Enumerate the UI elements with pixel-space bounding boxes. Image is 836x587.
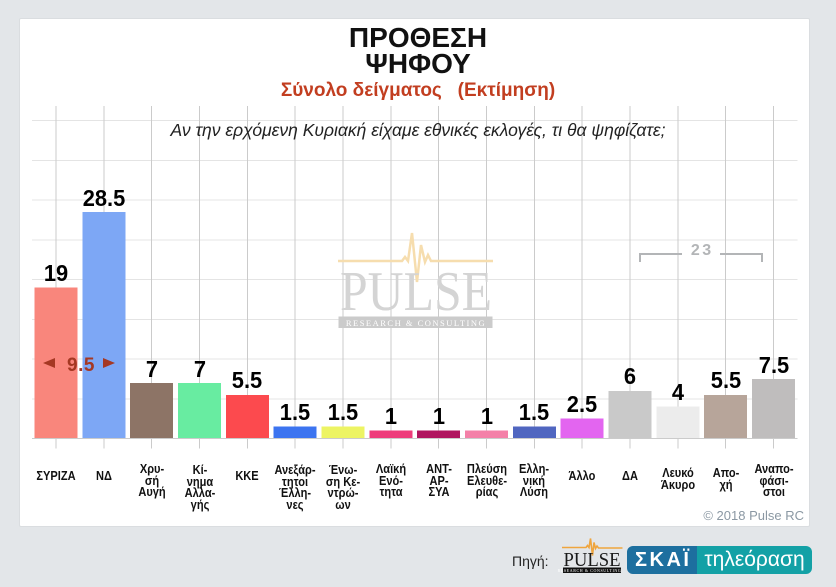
svg-text:RESEARCH & CONSULTING: RESEARCH & CONSULTING: [558, 568, 622, 573]
svg-text:PULSE: PULSE: [564, 550, 621, 571]
svg-text:RESEARCH & CONSULTING: RESEARCH & CONSULTING: [346, 318, 486, 328]
svg-text:PULSE: PULSE: [340, 261, 492, 323]
